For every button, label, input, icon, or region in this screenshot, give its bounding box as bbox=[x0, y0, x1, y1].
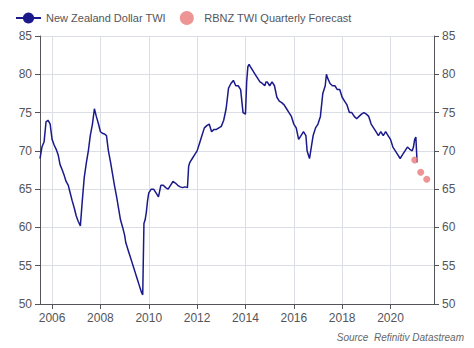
svg-text:2014: 2014 bbox=[232, 311, 259, 325]
svg-text:75: 75 bbox=[442, 106, 456, 120]
svg-text:2008: 2008 bbox=[87, 311, 114, 325]
svg-text:50: 50 bbox=[442, 297, 456, 311]
svg-text:55: 55 bbox=[442, 259, 456, 273]
svg-text:2012: 2012 bbox=[184, 311, 211, 325]
svg-text:65: 65 bbox=[19, 182, 33, 196]
svg-text:60: 60 bbox=[19, 220, 33, 234]
svg-text:80: 80 bbox=[19, 67, 33, 81]
svg-text:Source Refinitiv Datastream: Source Refinitiv Datastream bbox=[337, 332, 464, 343]
svg-text:70: 70 bbox=[442, 144, 456, 158]
svg-text:2018: 2018 bbox=[329, 311, 356, 325]
svg-text:2016: 2016 bbox=[280, 311, 307, 325]
svg-text:New Zealand Dollar TWI: New Zealand Dollar TWI bbox=[46, 12, 166, 24]
svg-text:80: 80 bbox=[442, 67, 456, 81]
svg-text:2006: 2006 bbox=[39, 311, 66, 325]
svg-text:85: 85 bbox=[19, 29, 33, 43]
svg-text:RBNZ TWI Quarterly Forecast: RBNZ TWI Quarterly Forecast bbox=[204, 12, 351, 24]
svg-text:2020: 2020 bbox=[377, 311, 404, 325]
svg-text:50: 50 bbox=[19, 297, 33, 311]
svg-text:55: 55 bbox=[19, 259, 33, 273]
svg-text:75: 75 bbox=[19, 106, 33, 120]
svg-text:2010: 2010 bbox=[135, 311, 162, 325]
svg-text:65: 65 bbox=[442, 182, 456, 196]
svg-text:60: 60 bbox=[442, 220, 456, 234]
svg-text:70: 70 bbox=[19, 144, 33, 158]
svg-text:85: 85 bbox=[442, 29, 456, 43]
